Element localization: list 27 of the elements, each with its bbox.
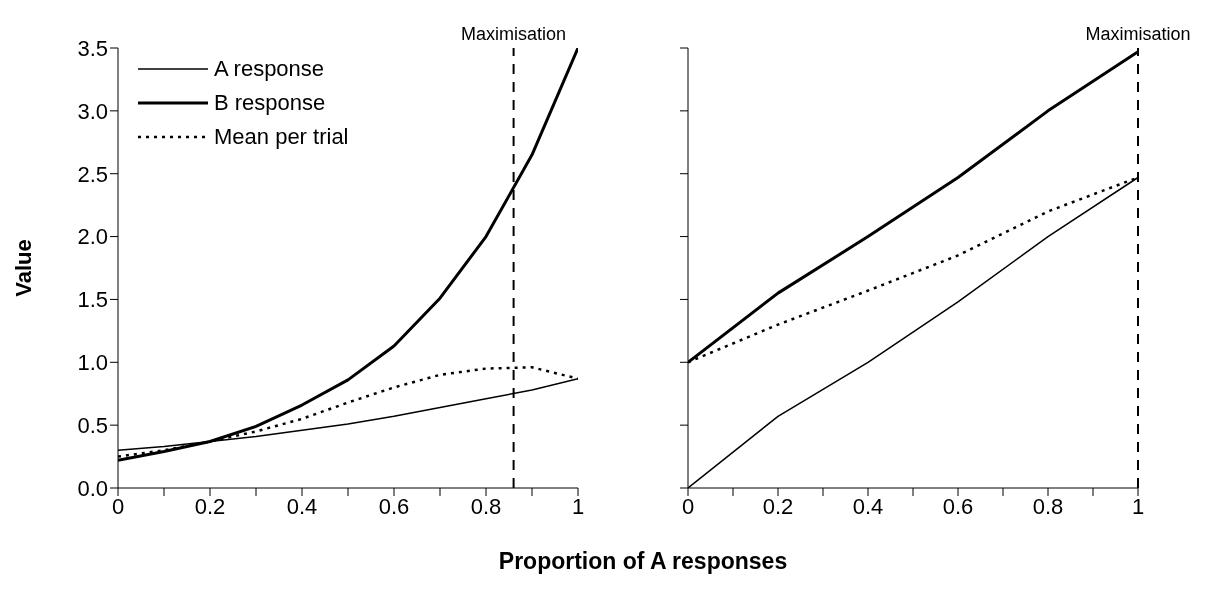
x-tick-label: 0.2 [194,493,226,519]
legend-label: Mean per trial [214,124,349,150]
x-tick-label: 0.2 [762,493,794,519]
x-tick-label: 0 [681,493,695,519]
x-tick-label: 0.4 [286,493,318,519]
y-tick-label: 2.0 [77,224,108,250]
ref-line-label: Maximisation [461,24,567,44]
y-tick-label: 3.0 [77,98,108,124]
x-tick-label: 0.6 [378,493,410,519]
ref-line-label: Maximisation [1085,24,1191,44]
x-tick-label: 0.8 [1032,493,1064,519]
y-tick-label: 0.0 [77,475,108,501]
x-tick-label: 1 [1131,493,1145,519]
x-tick-label: 0 [111,493,125,519]
x-tick-label: 0.8 [470,493,502,519]
x-tick-label: 1 [571,493,585,519]
legend-label: A response [214,56,325,82]
y-tick-label: 3.5 [77,35,108,61]
x-axis-title: Proportion of A responses [497,548,789,575]
y-axis-title: Value [10,239,36,297]
y-tick-label: 0.5 [77,412,108,438]
x-tick-label: 0.4 [852,493,884,519]
y-tick-label: 2.5 [77,161,108,187]
y-tick-label: 1.5 [77,287,108,313]
x-tick-label: 0.6 [942,493,974,519]
legend-label: B response [214,90,326,116]
y-tick-label: 1.0 [77,350,108,376]
